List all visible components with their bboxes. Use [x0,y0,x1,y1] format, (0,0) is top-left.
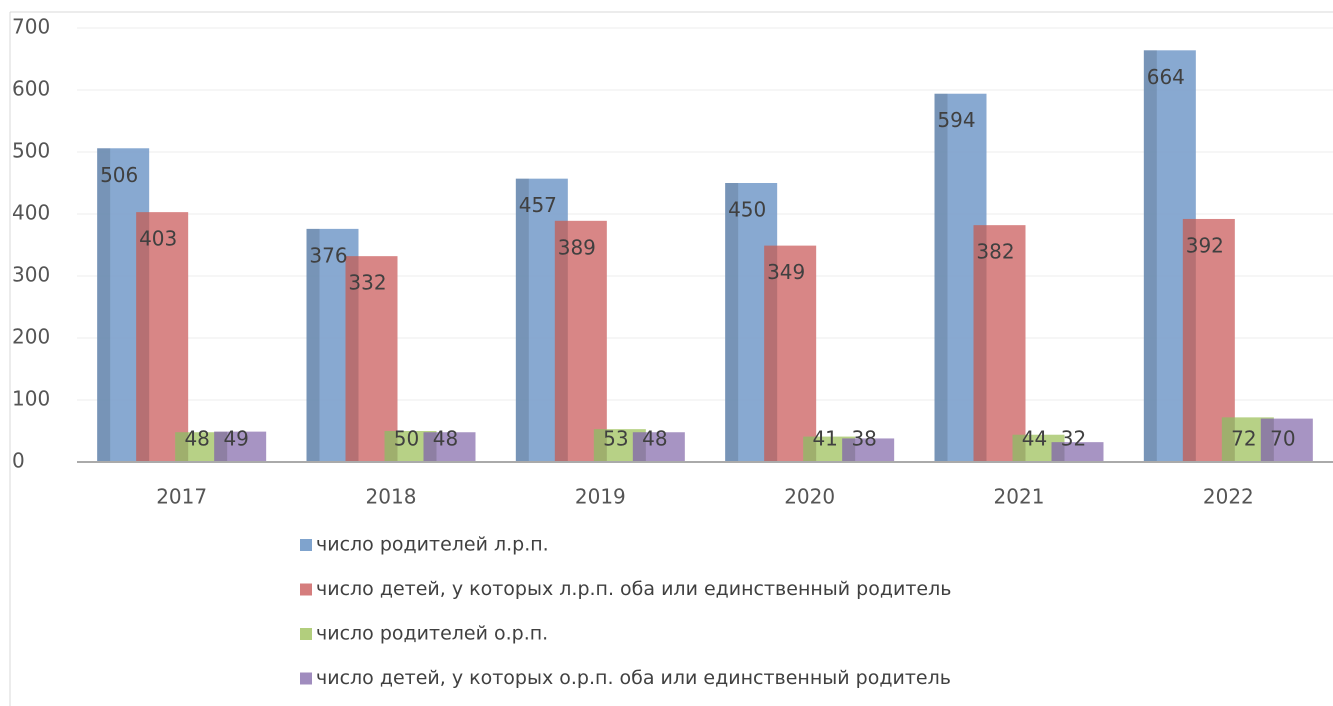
bar-overlap-shade [345,256,359,462]
bar-overlap-shade [97,148,111,462]
bar-overlap-shade [842,438,856,462]
bar-overlap-shade [1051,442,1065,462]
bar-overlap-shade [764,245,778,462]
bar-overlap-shade [593,429,607,462]
data-label: 48 [433,427,458,451]
y-tick-label: 700 [12,15,50,39]
bar-overlap-shade [725,183,739,462]
bar [136,212,189,462]
data-label: 49 [223,427,248,451]
data-label: 70 [1270,427,1295,451]
y-tick-label: 300 [12,263,50,287]
bar-overlap-shade [1182,218,1196,462]
y-tick-label: 600 [12,77,50,101]
legend-label: число родителей о.р.п. [316,623,548,645]
y-tick-label: 400 [12,201,50,225]
bar [345,256,398,462]
data-label: 48 [642,427,667,451]
x-tick-label: 2019 [575,485,626,509]
bar-overlap-shade [136,212,150,462]
y-tick-label: 200 [12,325,50,349]
bar [554,220,607,462]
y-tick-label: 100 [12,387,50,411]
data-label: 450 [728,198,766,222]
bar [423,432,476,462]
x-tick-label: 2017 [156,485,207,509]
bar-overlap-shade [1012,434,1026,462]
legend-swatch [300,628,312,640]
bar-overlap-shade [214,431,228,462]
data-label: 376 [309,243,347,267]
bar [1260,418,1313,462]
legend-label: число детей, у которых о.р.п. оба или ед… [316,667,951,689]
bar-overlap-shade [306,228,320,462]
bar-overlap-shade [554,220,568,462]
bar [632,432,685,462]
data-label: 53 [603,427,628,451]
bar-overlap-shade [973,225,987,462]
data-label: 506 [100,163,138,187]
data-label: 50 [394,427,419,451]
bar [214,431,267,462]
x-tick-label: 2018 [366,485,417,509]
bar-overlap-shade [1260,418,1274,462]
data-label: 332 [348,271,386,295]
data-label: 44 [1022,427,1047,451]
data-label: 38 [851,427,876,451]
x-tick-label: 2022 [1203,485,1254,509]
legend-label: число родителей л.р.п. [316,534,549,556]
data-label: 664 [1147,65,1185,89]
bar-overlap-shade [384,431,398,462]
legend-swatch [300,539,312,551]
data-label: 32 [1061,427,1086,451]
x-tick-label: 2021 [994,485,1045,509]
data-label: 48 [184,427,209,451]
bar-overlap-shade [934,93,948,462]
data-label: 72 [1231,427,1256,451]
data-label: 594 [937,108,975,132]
bar-overlap-shade [632,432,646,462]
bar-overlap-shade [175,432,189,462]
bar-overlap-shade [1221,417,1235,462]
bar [973,225,1026,462]
data-label: 392 [1186,233,1224,257]
bar-overlap-shade [423,432,437,462]
x-tick-label: 2020 [784,485,835,509]
data-label: 41 [812,427,837,451]
data-label: 457 [519,193,557,217]
y-tick-label: 500 [12,139,50,163]
bar-overlap-shade [803,436,817,462]
data-label: 382 [976,240,1014,264]
legend-swatch [300,672,312,685]
bar [1051,442,1104,462]
legend-swatch [300,583,312,596]
data-label: 389 [558,235,596,259]
bar [764,245,817,462]
y-tick-label: 0 [12,449,25,473]
bar [842,438,895,462]
data-label: 403 [139,227,177,251]
legend-label: число детей, у которых л.р.п. оба или ед… [316,578,951,600]
bar-overlap-shade [1143,50,1157,462]
bar-overlap-shade [515,178,529,462]
data-label: 349 [767,260,805,284]
